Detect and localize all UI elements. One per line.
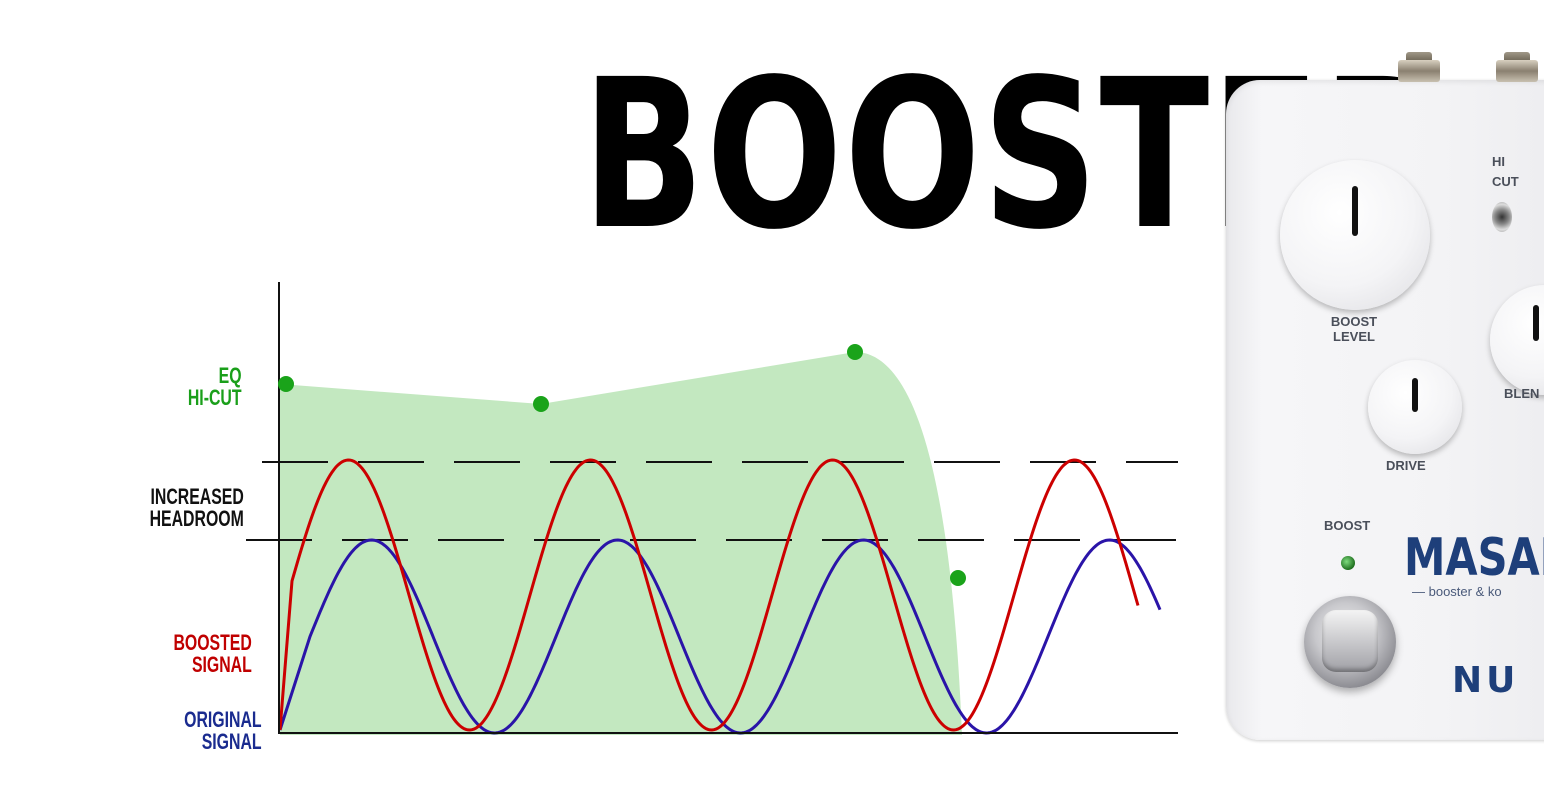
boost-led-label: BOOST: [1324, 518, 1371, 533]
signal-diagram: [246, 282, 1178, 735]
eq-label-line1: EQ: [219, 363, 242, 388]
boost-level-label: BOOST LEVEL: [1318, 314, 1390, 344]
headroom-label-line1: INCREASED: [150, 484, 244, 509]
boosted-label-line1: BOOSTED: [173, 630, 252, 655]
original-label-line1: ORIGINAL: [184, 707, 262, 732]
headroom-label-line2: HEADROOM: [149, 506, 244, 531]
original-signal-wave: [278, 538, 1162, 735]
blend-label: BLEN: [1504, 386, 1540, 401]
drive-label: DRIVE: [1386, 458, 1426, 473]
hi-label: HI: [1492, 154, 1505, 169]
hi-cut-toggle[interactable]: [1492, 202, 1512, 232]
original-label-line2: SIGNAL: [202, 729, 262, 754]
output-jack: [1490, 52, 1544, 88]
boost-led: [1341, 556, 1355, 570]
eq-hi-cut-area: [280, 352, 962, 735]
eq-point: [278, 376, 294, 392]
drive-knob[interactable]: [1368, 360, 1462, 454]
eq-label-line2: HI-CUT: [188, 385, 242, 410]
input-jack: [1392, 52, 1446, 88]
boosted-signal-label: BOOSTED SIGNAL: [174, 632, 252, 676]
eq-point: [533, 396, 549, 412]
boost-level-line2: LEVEL: [1333, 329, 1375, 344]
boosted-label-line2: SIGNAL: [192, 652, 252, 677]
eq-hi-cut-label: EQ HI-CUT: [188, 365, 242, 409]
eq-point: [950, 570, 966, 586]
footswitch[interactable]: [1304, 596, 1396, 688]
boost-level-line1: BOOST: [1330, 314, 1378, 329]
cut-label: CUT: [1492, 174, 1519, 189]
increased-headroom-label: INCREASED HEADROOM: [150, 486, 244, 530]
original-signal-label: ORIGINAL SIGNAL: [185, 709, 262, 753]
pedal-brand: MASAI: [1404, 528, 1544, 588]
pedal-subtitle: — booster & ko: [1412, 584, 1502, 599]
boost-level-knob[interactable]: [1280, 160, 1430, 310]
boosted-signal-wave: [278, 458, 1140, 732]
eq-point: [847, 344, 863, 360]
maker-logo: NU: [1452, 660, 1520, 701]
